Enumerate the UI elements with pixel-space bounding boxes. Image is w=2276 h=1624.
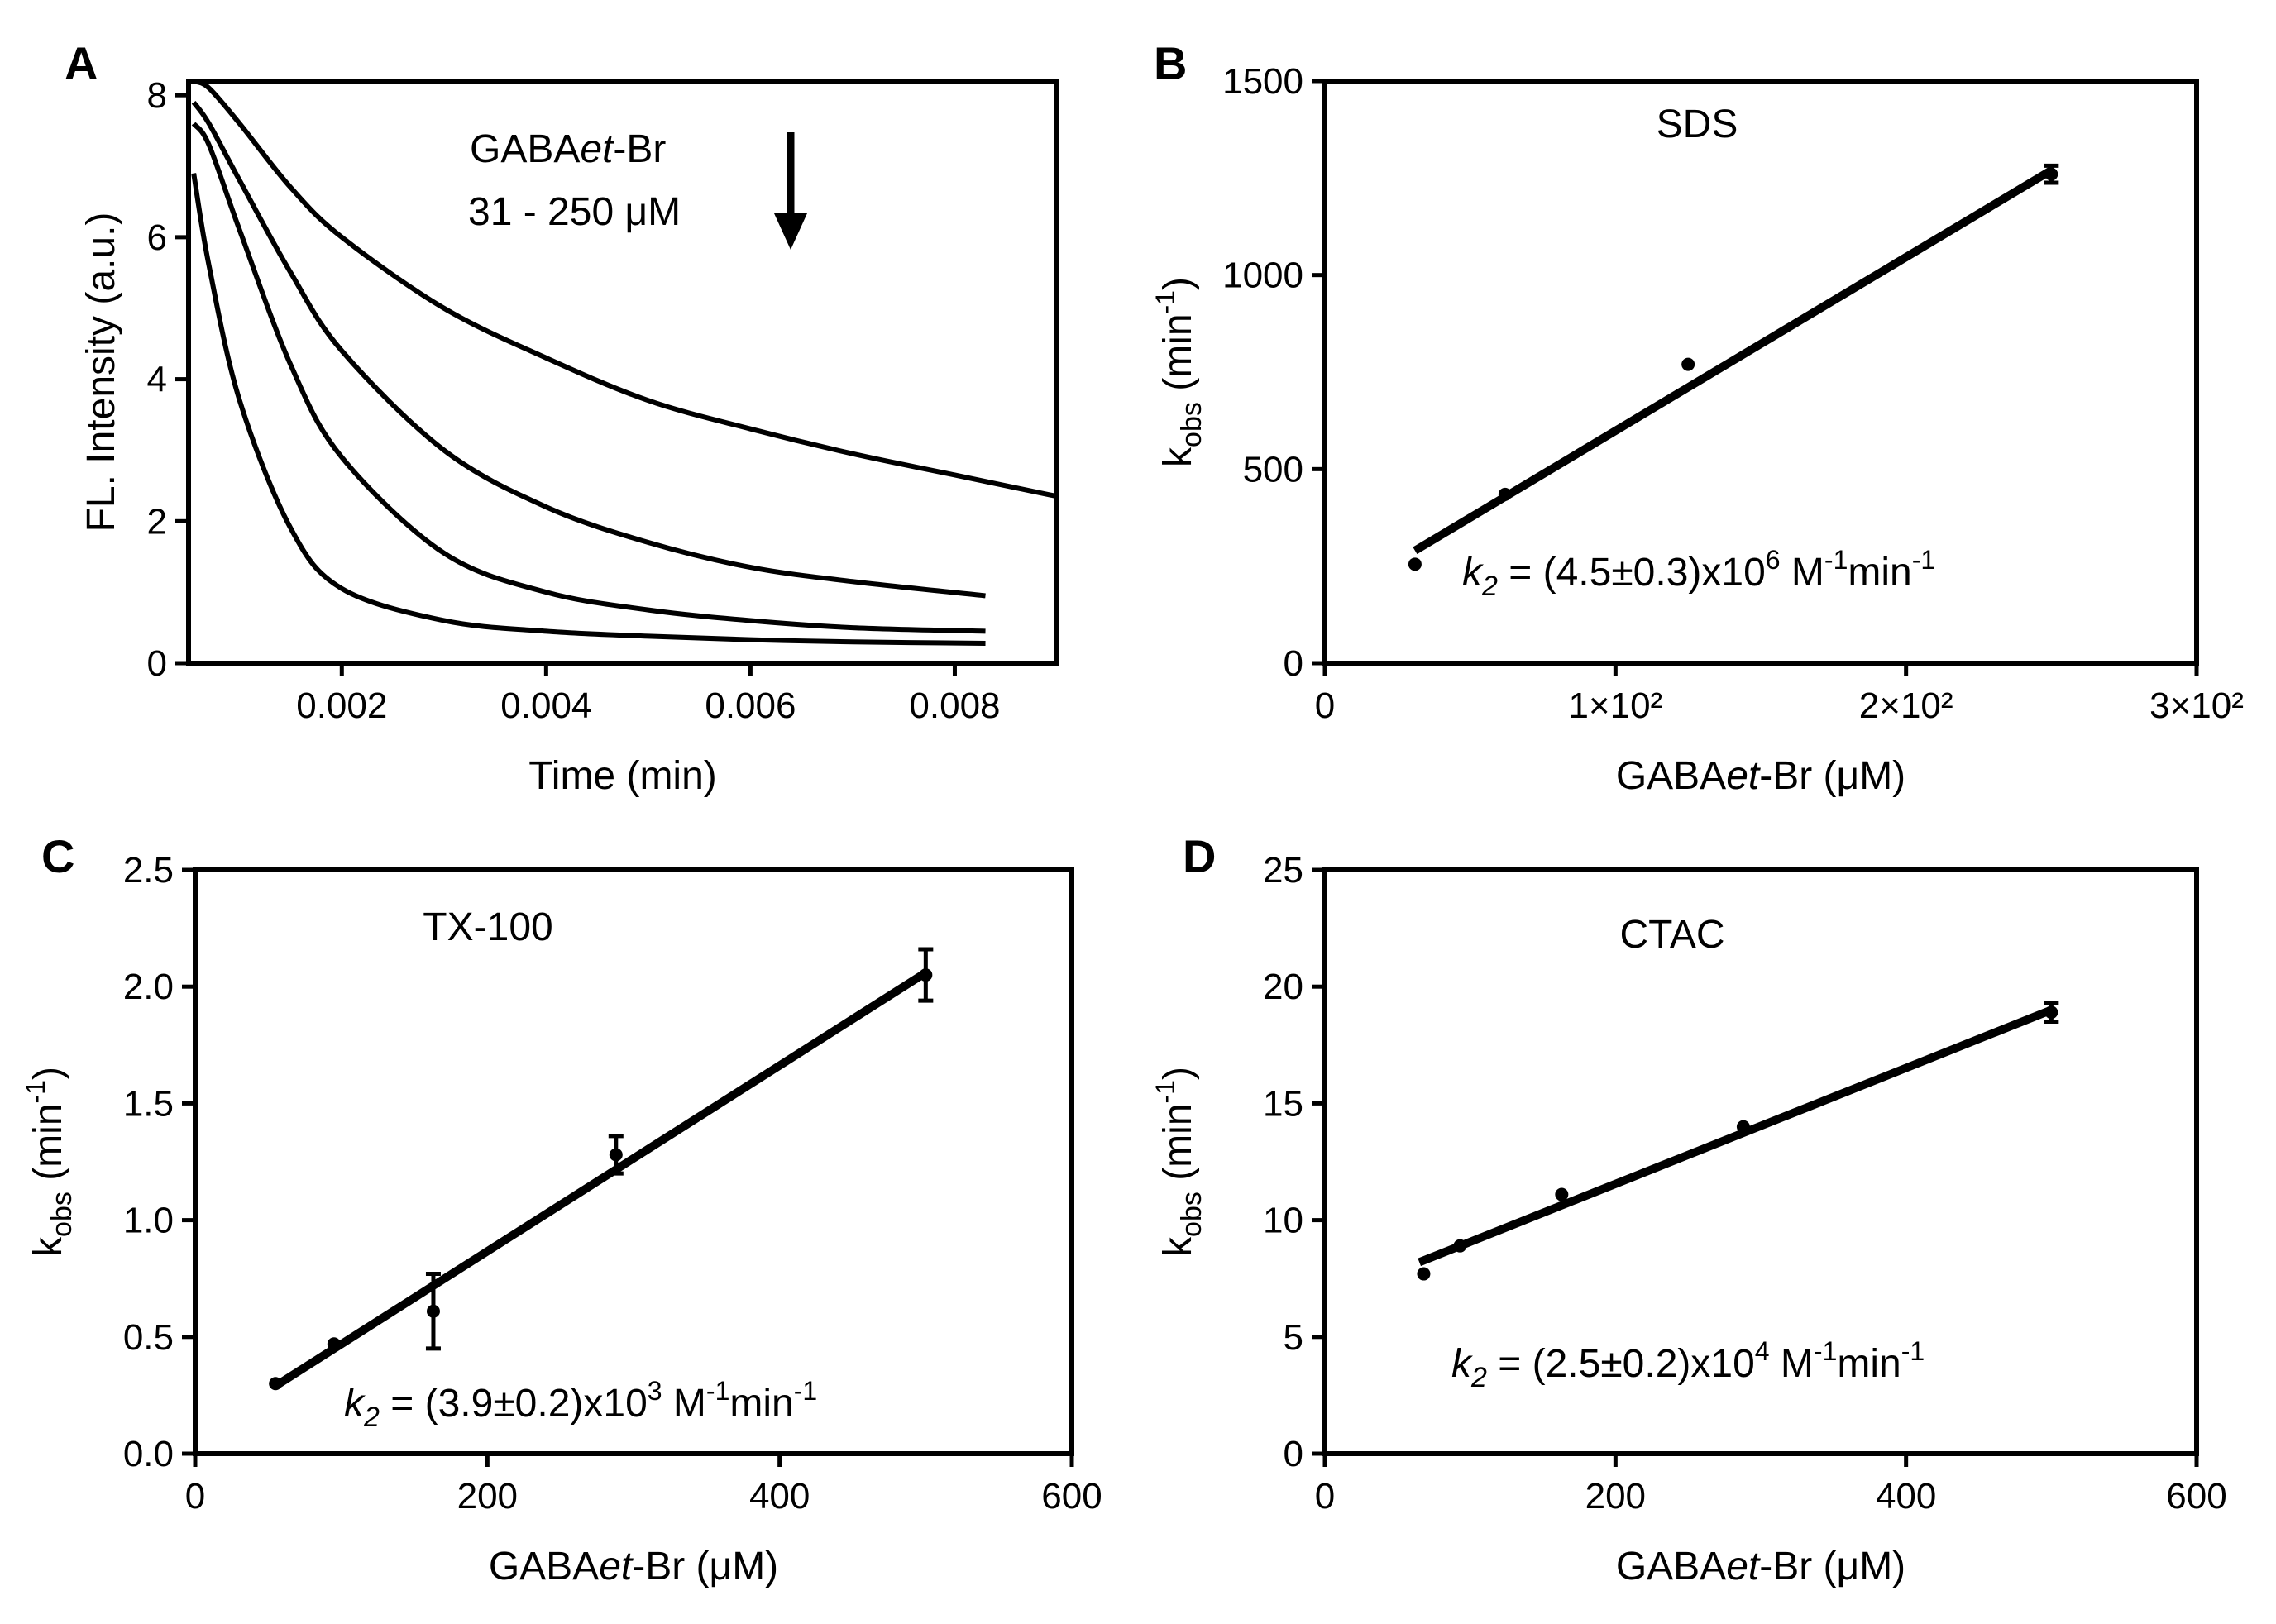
curves [191,79,1057,646]
x-tick-label: 0 [1315,685,1335,726]
fit-line [1413,166,2054,555]
y-tick-label: 2.0 [123,967,174,1007]
data-point [2044,167,2058,181]
y-axis-title: kobs (min-1) [1150,277,1207,467]
x-tick-label: 600 [2166,1476,2226,1517]
y-axis-title: FL. Intensity (a.u.) [79,213,123,533]
equation: k2 = (3.9±0.2)x103 M-1min-1 [344,1376,817,1433]
x-axis-title: GABAet-Br (μM) [1616,754,1905,798]
data-point [327,1337,341,1351]
y-axis-title: kobs (min-1) [21,1067,78,1257]
y-tick-label: 20 [1263,967,1303,1007]
plot-frame [1322,79,2199,666]
panel-a: A 0.002 0.004 0.006 0.008 0 2 4 6 8 Time (min) FL. … [65,37,1059,798]
y-tick-label: 0 [1284,1434,1303,1474]
data-point [2044,1005,2058,1020]
x-tick-label: 0 [1315,1476,1335,1517]
decay-curve [191,100,986,599]
data-point [426,1304,440,1318]
x-tick-label: 3×10² [2149,685,2244,726]
y-tick-label: 0 [1284,643,1303,684]
x-tick-label: 400 [749,1476,810,1517]
y-tick-label: 1.0 [123,1201,174,1241]
panel-letter: D [1183,830,1216,882]
x-tick-label: 0.006 [705,685,796,726]
x-tick-label: 600 [1041,1476,1102,1517]
y-tick-label: 15 [1263,1083,1303,1124]
panel-letter: C [41,830,74,882]
data-point [1736,1120,1750,1134]
panel-title: SDS [1657,103,1738,146]
plot-frame [1322,867,2199,1456]
y-tick-label: 2 [147,501,167,542]
x-axis-title: GABAet-Br (μM) [489,1545,778,1588]
equation: k2 = (2.5±0.2)x104 M-1min-1 [1451,1336,1925,1393]
y-tick-label: 10 [1263,1201,1303,1241]
x-axis-title: GABAet-Br (μM) [1616,1545,1905,1588]
data-point [609,1148,623,1162]
x-axis-title: Time (min) [528,754,717,798]
data-point [1417,1267,1431,1281]
fit-line [273,969,929,1390]
y-tick-label: 0.0 [123,1434,174,1474]
y-tick-label: 500 [1243,449,1303,490]
panel-letter: B [1154,37,1187,89]
y-tick-label: 2.5 [123,850,174,891]
data-point [1408,557,1422,571]
y-tick-label: 4 [147,360,167,400]
x-tick-label: 0.008 [909,685,1000,726]
panel-b: B 0 1×10² 2×10² 3×10² 0 500 1000 1500 GABAet-Br (… [1150,37,2244,798]
y-tick-label: 1000 [1222,256,1303,296]
x-tick-label: 0 [185,1476,205,1517]
y-tick-label: 5 [1284,1317,1303,1358]
x-tick-label: 200 [457,1476,518,1517]
x-tick-label: 1×10² [1568,685,1662,726]
equation: k2 = (4.5±0.3)x106 M-1min-1 [1462,545,1935,602]
panel-c: C 0 200 400 600 0.0 0.5 1.0 1.5 2.0 2.5 GABAet-Br (… [21,830,1102,1588]
y-tick-label: 8 [147,75,167,116]
panel-title: TX-100 [423,905,552,949]
decay-curve [191,173,986,646]
annotation-range: 31 - 250 μM [468,190,681,234]
annotation-label: GABAet-Br [470,127,666,171]
panel-title: CTAC [1619,913,1724,957]
data-point [269,1377,283,1391]
data-point [1498,487,1512,501]
data-point [1681,357,1695,371]
x-tick-label: 400 [1876,1476,1936,1517]
y-tick-label: 1500 [1222,61,1303,102]
x-tick-label: 0.004 [500,685,591,726]
plot-frame [193,867,1074,1456]
plot-frame [186,79,1059,666]
decay-curve [191,122,986,634]
panel-d: D 0 200 400 600 0 5 10 15 20 25 GABAet-Br (μM) kobs … [1150,830,2227,1588]
decay-curve [192,79,1057,499]
y-tick-label: 6 [147,217,167,258]
arrow-head-icon [774,213,807,250]
x-tick-label: 2×10² [1859,685,1953,726]
y-axis-title: kobs (min-1) [1150,1067,1207,1257]
y-tick-label: 1.5 [123,1083,174,1124]
y-tick-label: 0 [147,643,167,684]
fit-line [1418,1005,2054,1267]
data-point [1555,1187,1569,1201]
y-tick-label: 0.5 [123,1317,174,1358]
data-point [1453,1239,1467,1253]
panel-letter: A [65,37,98,89]
data-point [919,968,933,982]
x-tick-label: 0.002 [296,685,387,726]
y-tick-label: 25 [1263,850,1303,891]
x-tick-label: 200 [1585,1476,1646,1517]
